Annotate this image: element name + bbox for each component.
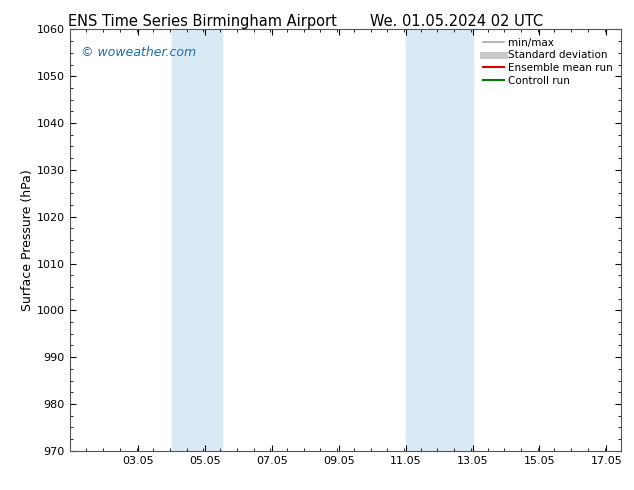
Text: © woweather.com: © woweather.com bbox=[81, 46, 196, 59]
Bar bbox=[172, 29, 222, 451]
Bar bbox=[406, 29, 472, 451]
Legend: min/max, Standard deviation, Ensemble mean run, Controll run: min/max, Standard deviation, Ensemble me… bbox=[480, 35, 616, 89]
Text: We. 01.05.2024 02 UTC: We. 01.05.2024 02 UTC bbox=[370, 14, 543, 29]
Text: ENS Time Series Birmingham Airport: ENS Time Series Birmingham Airport bbox=[68, 14, 337, 29]
Y-axis label: Surface Pressure (hPa): Surface Pressure (hPa) bbox=[21, 169, 34, 311]
